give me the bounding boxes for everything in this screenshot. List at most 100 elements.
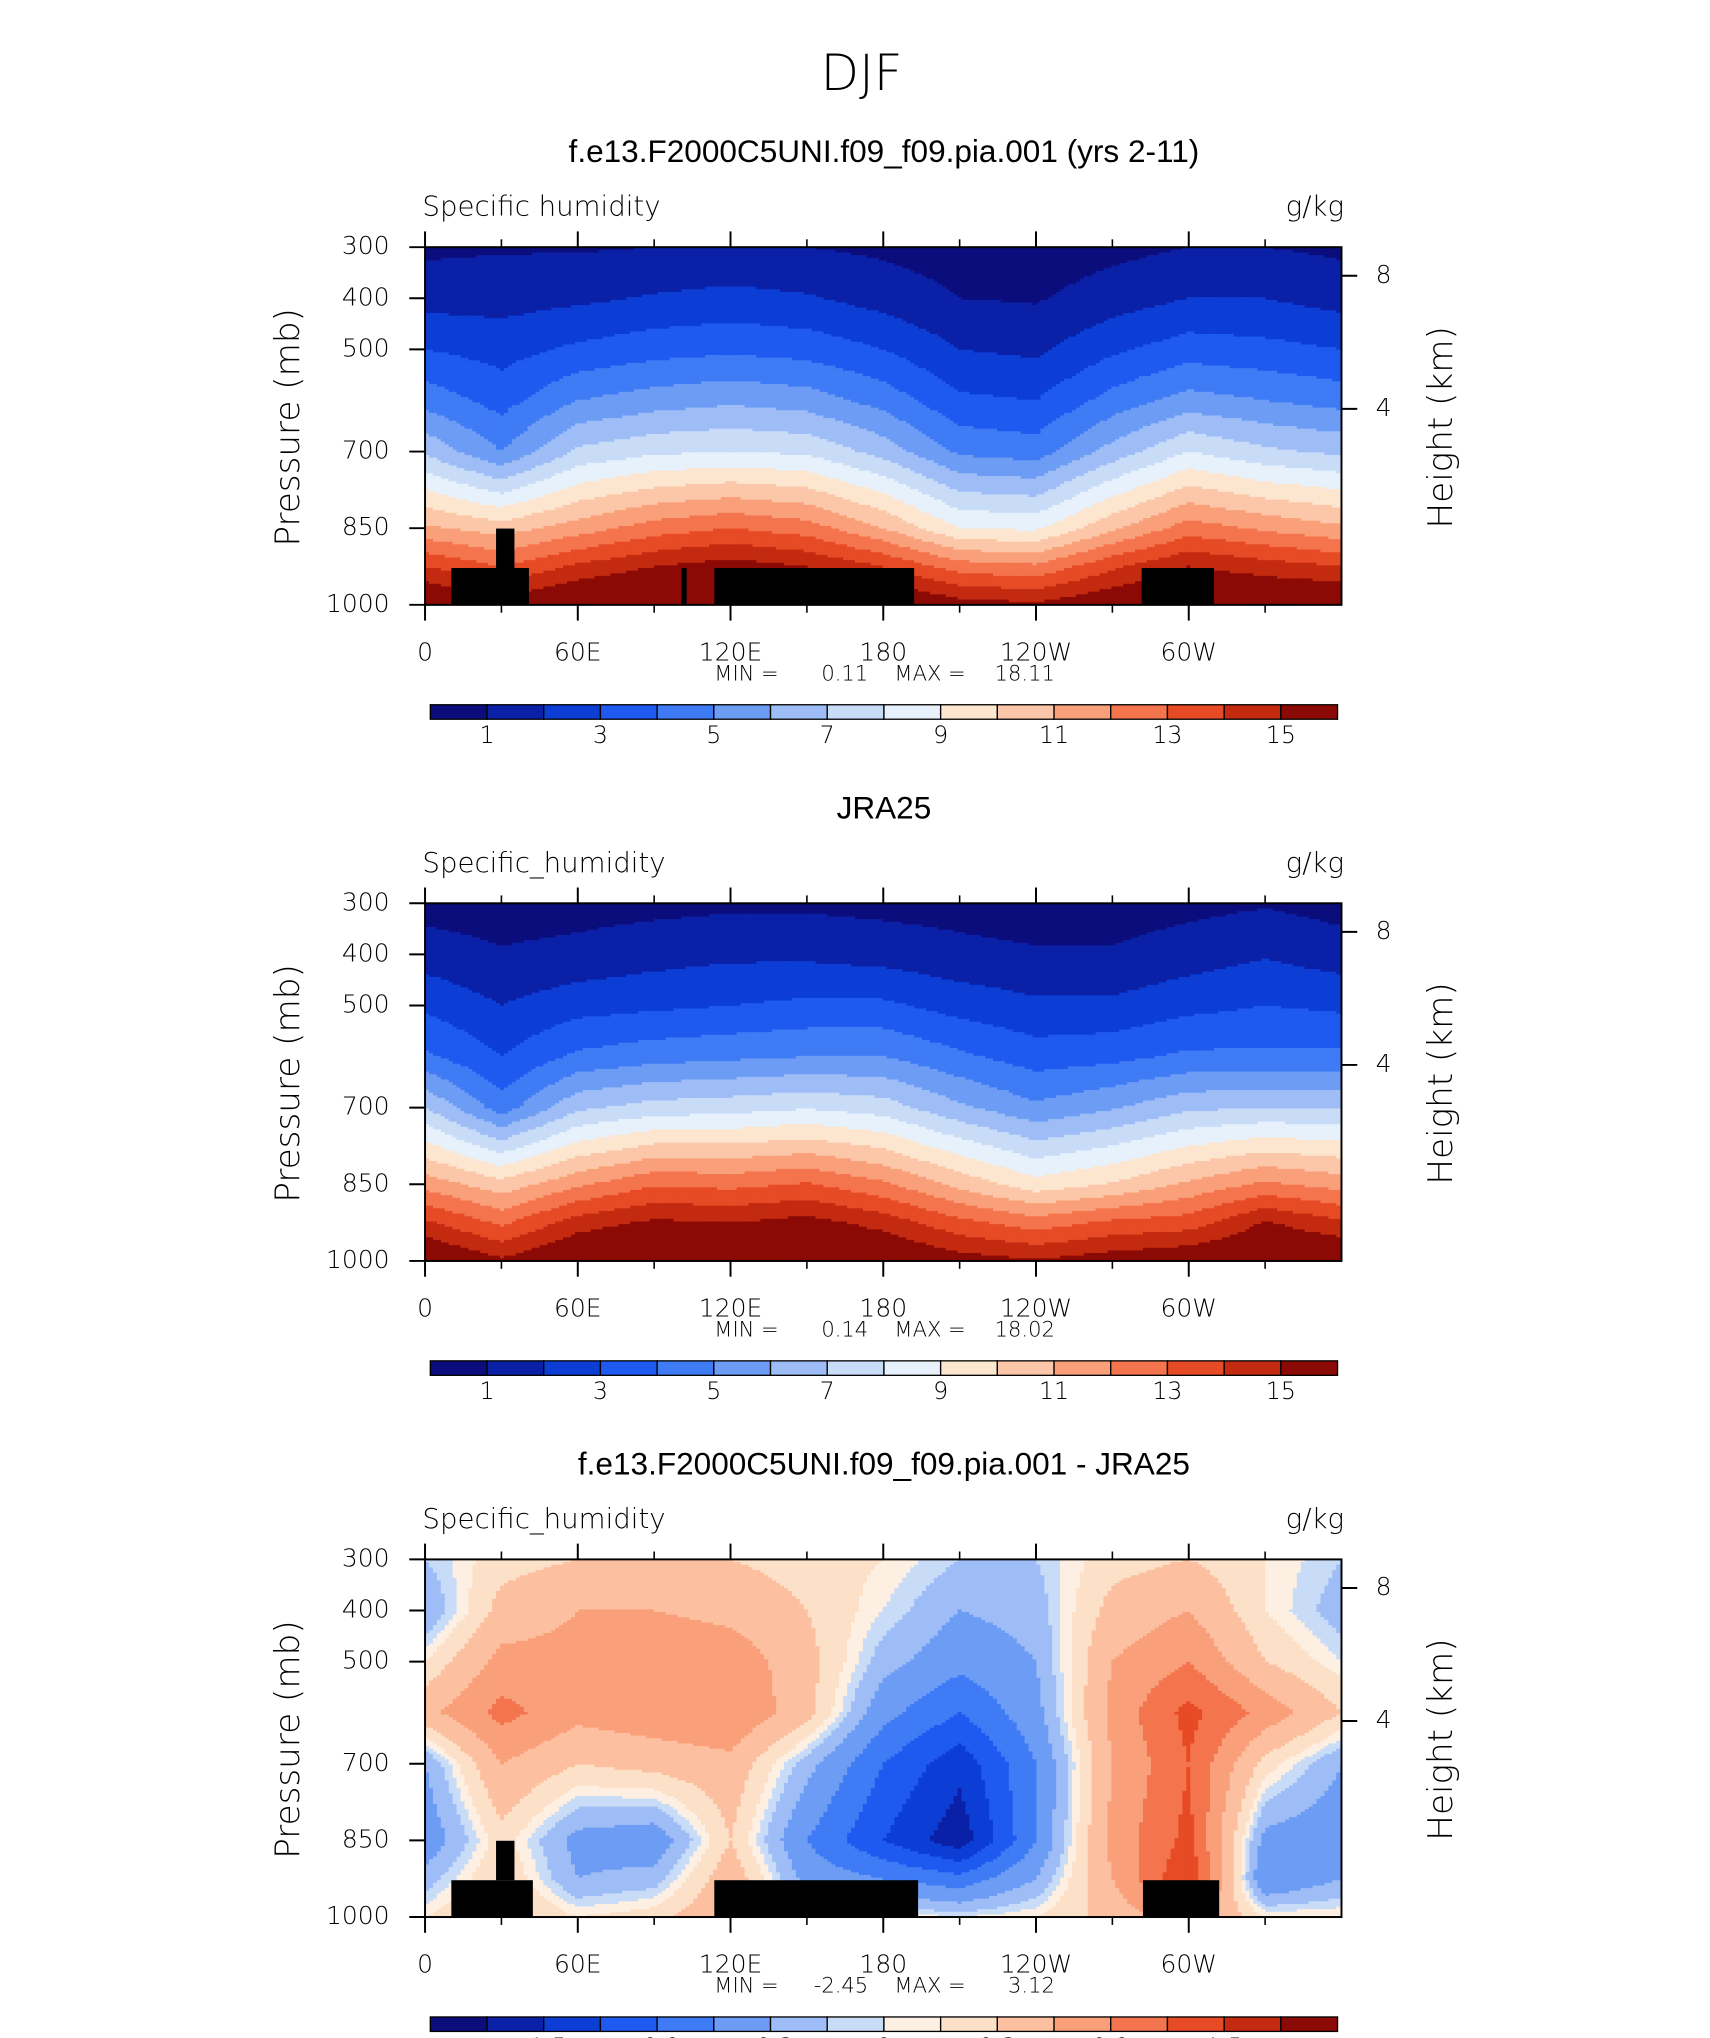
- contour-fill: [1296, 533, 1302, 551]
- contour-fill: [1107, 357, 1113, 390]
- contour-fill: [827, 418, 833, 443]
- contour-fill: [531, 1232, 537, 1249]
- contour-fill: [906, 394, 912, 425]
- contour-fill: [1119, 383, 1125, 414]
- contour-fill: [1210, 507, 1215, 525]
- contour-fill: [839, 368, 844, 398]
- contour-fill: [1123, 525, 1128, 540]
- contour-fill: [780, 431, 785, 456]
- contour-fill: [1332, 470, 1338, 490]
- contour-fill: [547, 1242, 553, 1262]
- contour-fill: [1166, 557, 1172, 575]
- contour-fill: [547, 252, 553, 312]
- contour-fill: [1150, 423, 1156, 448]
- contour-fill: [511, 1108, 517, 1123]
- contour-fill: [866, 470, 872, 490]
- contour-fill: [1056, 536, 1061, 548]
- contour-fill: [1182, 504, 1188, 522]
- contour-fill: [1075, 552, 1081, 567]
- contour-fill: [957, 528, 963, 540]
- contour-fill: [551, 937, 557, 989]
- contour-fill: [531, 589, 537, 606]
- contour-fill: [882, 475, 888, 496]
- contour-fill: [531, 1068, 537, 1097]
- contour-fill: [1146, 447, 1152, 467]
- contour-fill: [1213, 523, 1219, 540]
- contour-fill: [555, 1192, 560, 1210]
- contour-fill: [539, 1090, 545, 1112]
- contour-fill: [452, 315, 458, 356]
- contour-fill: [1075, 247, 1081, 283]
- contour-fill: [488, 1239, 493, 1257]
- contour-fill: [1123, 247, 1128, 264]
- contour-fill: [1273, 370, 1278, 404]
- contour-fill: [425, 1174, 430, 1191]
- contour-fill: [799, 486, 805, 504]
- contour-fill: [1320, 431, 1326, 454]
- contour-fill: [1004, 575, 1010, 590]
- contour-fill: [515, 255, 521, 317]
- y-tick-label: 1000: [326, 589, 390, 618]
- contour-fill: [760, 546, 766, 564]
- contour-fill: [1213, 247, 1219, 298]
- contour-fill: [914, 539, 919, 551]
- contour-fill: [563, 431, 568, 456]
- contour-fill: [1115, 315, 1121, 356]
- contour-fill: [1336, 454, 1341, 475]
- contour-fill: [448, 447, 454, 467]
- contour-fill: [456, 483, 462, 501]
- contour-fill: [1213, 539, 1219, 556]
- contour-fill: [803, 410, 809, 435]
- contour-fill: [819, 331, 825, 364]
- contour-fill: [1060, 483, 1065, 504]
- contour-fill: [945, 341, 951, 385]
- contour-fill: [1131, 507, 1136, 525]
- contour-fill: [1024, 478, 1030, 496]
- contour-fill: [1119, 247, 1125, 264]
- contour-fill: [1071, 581, 1077, 598]
- contour-fill: [1174, 336, 1180, 367]
- contour-fill: [886, 478, 892, 496]
- contour-fill: [1257, 444, 1263, 464]
- contour-fill: [1182, 362, 1188, 393]
- y2-tick-label: 8: [1376, 260, 1392, 289]
- contour-fill: [870, 454, 876, 475]
- contour-fill: [961, 573, 967, 588]
- contour-fill: [665, 533, 671, 551]
- contour-fill: [768, 326, 773, 359]
- contour-fill: [1170, 439, 1176, 459]
- contour-fill: [1075, 528, 1081, 543]
- contour-fill: [1123, 473, 1128, 493]
- contour-fill: [681, 289, 687, 327]
- contour-fill: [697, 289, 702, 327]
- contour-fill: [535, 310, 541, 356]
- contour-fill: [440, 1116, 446, 1133]
- contour-fill: [716, 355, 722, 383]
- contour-fill: [630, 362, 635, 393]
- contour-fill: [602, 462, 608, 480]
- contour-fill: [1024, 589, 1030, 603]
- contour-fill: [768, 247, 773, 291]
- contour-fill: [425, 1108, 430, 1125]
- contour-fill: [1020, 478, 1026, 496]
- contour-fill: [1312, 504, 1318, 522]
- contour-fill: [1178, 299, 1184, 335]
- contour-fill: [1296, 468, 1302, 485]
- contour-fill: [492, 247, 497, 256]
- contour-fill: [748, 452, 754, 469]
- contour-fill: [677, 291, 683, 327]
- contour-fill: [503, 491, 509, 506]
- contour-fill: [716, 483, 722, 501]
- contour-fill: [1103, 573, 1109, 590]
- contour-fill: [511, 1121, 517, 1136]
- contour-fill: [886, 531, 892, 543]
- contour-fill: [539, 557, 545, 575]
- contour-fill: [1281, 247, 1286, 251]
- contour-fill: [1328, 581, 1334, 606]
- contour-fill: [559, 307, 564, 348]
- contour-fill: [902, 320, 908, 359]
- contour-fill: [523, 357, 529, 401]
- contour-fill: [425, 349, 430, 383]
- contour-fill: [815, 297, 821, 333]
- contour-fill: [428, 1142, 434, 1162]
